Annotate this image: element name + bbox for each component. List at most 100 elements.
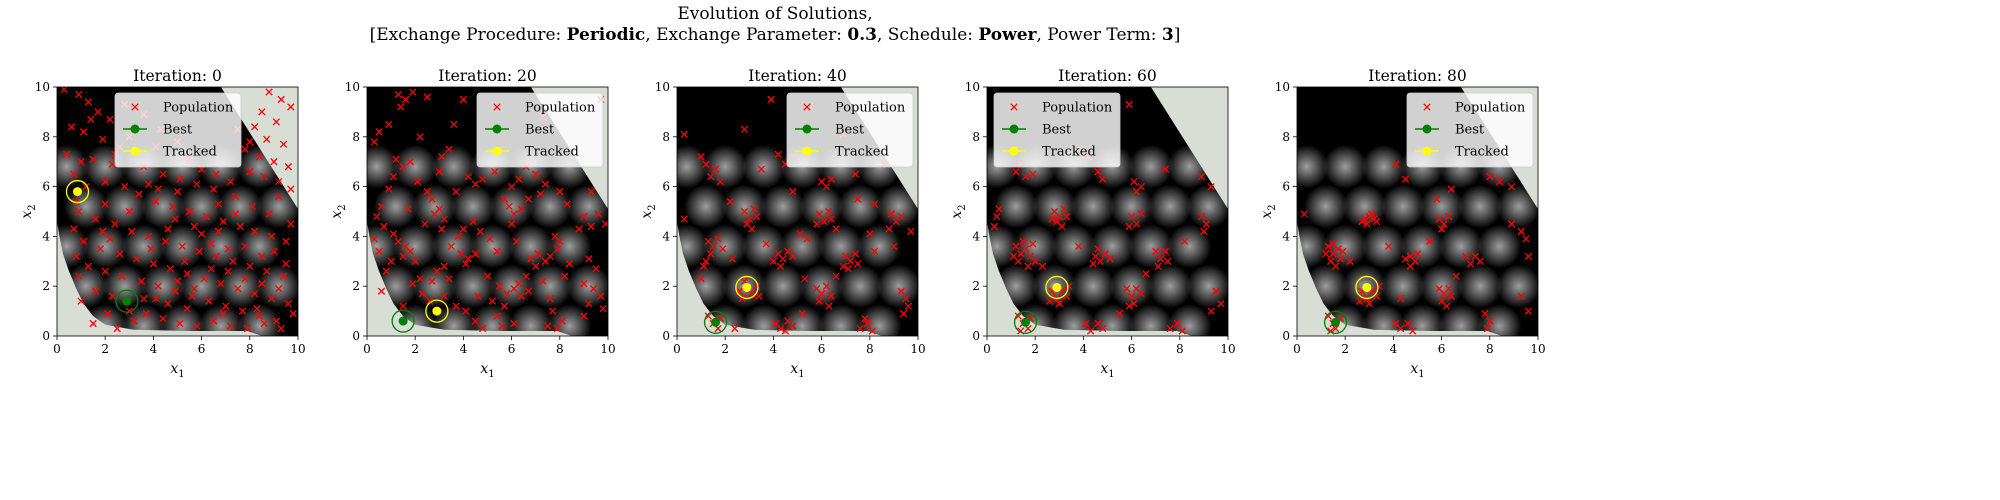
population-point (1409, 327, 1417, 335)
population-point (409, 280, 417, 288)
population-point (241, 145, 249, 153)
y-axis-label: x2 (949, 204, 968, 218)
population-point (904, 302, 913, 310)
tracked-ring (1045, 275, 1069, 300)
population-point (209, 185, 218, 193)
population-point (67, 123, 76, 131)
tracked-ring (65, 179, 90, 204)
landscape (57, 87, 298, 336)
landscape-peak (566, 264, 608, 309)
population-point (1115, 309, 1124, 318)
landscape-peak (373, 184, 418, 229)
legend-tracked-marker (1009, 146, 1019, 156)
population-point (452, 187, 460, 196)
population-point (1452, 272, 1460, 280)
population-point (1392, 160, 1400, 168)
legend-best-marker (130, 124, 140, 134)
population-point (541, 180, 549, 188)
x-axis-label-main: x (790, 361, 798, 377)
population-point (1447, 292, 1455, 300)
population-point (1404, 319, 1412, 328)
legend-population-label: Population (525, 101, 596, 116)
population-point (77, 158, 85, 166)
y-axis-label-sub: 2 (957, 204, 968, 210)
x-tick-label: 0 (1293, 342, 1301, 356)
population-point (205, 297, 213, 305)
population-point (1406, 262, 1414, 270)
population-point (108, 292, 117, 300)
landscape-peak (1186, 264, 1228, 309)
landscape-peak (566, 184, 608, 229)
population-point (789, 322, 797, 330)
population-point (173, 187, 182, 196)
legend-box (476, 92, 604, 168)
population-point (1336, 255, 1345, 263)
population-point (258, 252, 266, 260)
population-point (1481, 309, 1489, 318)
landscape-peak (1148, 184, 1193, 229)
population-point (89, 155, 97, 163)
population-point (255, 153, 264, 161)
y-axis-label: x2 (329, 204, 348, 218)
legend-tracked-label: Tracked (835, 145, 889, 160)
axes-frame (986, 86, 1229, 337)
population-point (902, 294, 910, 303)
y-tick-label: 2 (662, 279, 670, 293)
population-point (1331, 262, 1340, 270)
population-point (406, 158, 415, 166)
population-point (411, 257, 419, 265)
population-point (587, 222, 595, 231)
y-tick-label: 4 (662, 229, 670, 243)
x-axis-label-sub: 1 (1418, 369, 1424, 380)
landscape-peak (431, 224, 476, 269)
population-point (282, 260, 290, 268)
population-point (556, 187, 564, 196)
population-point (1445, 212, 1453, 221)
x-axis-label-main: x (480, 361, 488, 377)
population-point (404, 205, 412, 213)
population-point (740, 125, 749, 133)
population-point (183, 304, 191, 313)
subplot-title: Iteration: 0 (133, 67, 222, 85)
population-point (440, 215, 448, 223)
population-point (231, 192, 239, 201)
landscape-peak (1186, 184, 1228, 229)
y-tick-label: 8 (972, 130, 980, 144)
population-point (1156, 255, 1165, 263)
axes-frame (56, 86, 299, 337)
population-point (1161, 247, 1169, 255)
population-point (188, 292, 196, 300)
population-point (263, 267, 271, 275)
y-tick-label: 6 (42, 180, 50, 194)
landscape-peak (1323, 224, 1368, 269)
landscape-peak (1071, 184, 1116, 229)
population-point (1522, 235, 1530, 243)
population-point (421, 220, 429, 228)
y-tick-label: 6 (352, 180, 360, 194)
population-point (728, 255, 737, 263)
population-point (822, 182, 831, 191)
population-point (745, 215, 753, 223)
population-point (70, 170, 78, 178)
y-axis-label-main: x (639, 211, 655, 219)
population-point (91, 287, 100, 295)
population-point (532, 170, 540, 178)
population-point (776, 324, 785, 333)
population-point (101, 177, 109, 186)
population-point (241, 275, 249, 283)
population-point (1031, 257, 1039, 265)
landscape-peak (431, 144, 476, 189)
population-point (1012, 242, 1020, 251)
landscape-peak (121, 224, 166, 269)
population-point (546, 294, 554, 303)
infeasible-region-lower (367, 221, 572, 336)
landscape-peak (1361, 144, 1406, 189)
population-point (1524, 307, 1533, 315)
population-point (246, 138, 254, 146)
population-point (992, 212, 1001, 221)
landscape-peak (1109, 264, 1154, 309)
y-tick-label: 10 (345, 80, 360, 94)
y-axis-label: x2 (639, 204, 658, 218)
population-point (560, 272, 569, 280)
subtitle-sep-3: , Power Term: (1036, 25, 1162, 45)
